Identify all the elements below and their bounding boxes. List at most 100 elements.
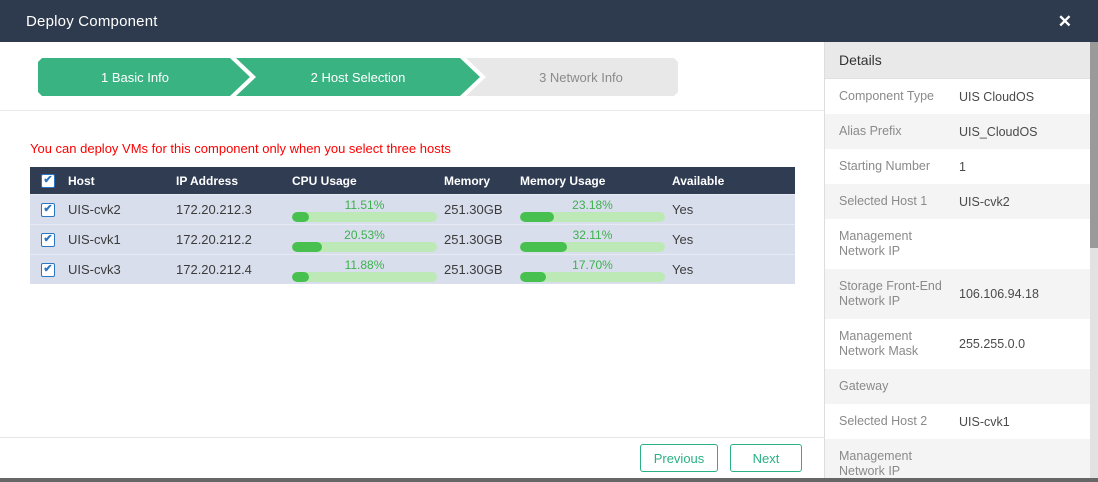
row-checkbox[interactable]: ✔ — [41, 202, 55, 217]
horizontal-scrollbar-track[interactable] — [0, 478, 1098, 482]
details-label: Management Network Mask — [839, 329, 919, 358]
column-header-available: Available — [672, 173, 725, 188]
details-row-gateway: Gateway — [825, 369, 1090, 404]
details-value: UIS CloudOS — [959, 89, 1035, 104]
warning-message: You can deploy VMs for this component on… — [30, 141, 451, 156]
cpu-usage-meter: 20.53% — [292, 228, 437, 252]
column-header-memory: Memory — [444, 173, 491, 188]
column-header-memory-usage: Memory Usage — [520, 173, 606, 188]
available-flag: Yes — [672, 202, 694, 217]
memory-usage-percent: 23.18% — [572, 197, 613, 212]
memory-usage-cell: 32.11% — [520, 228, 672, 252]
wizard-step-label: 2 Host Selection — [310, 69, 406, 85]
memory-total: 251.30GB — [444, 262, 503, 277]
details-value: 1 — [959, 159, 966, 174]
horizontal-scrollbar-thumb[interactable] — [0, 478, 1098, 482]
memory-usage-percent: 32.11% — [572, 227, 613, 242]
details-label: Selected Host 1 — [839, 194, 928, 208]
memory-usage-bar — [520, 211, 665, 222]
available-flag: Yes — [672, 232, 694, 247]
vertical-scrollbar-thumb[interactable] — [1090, 42, 1098, 248]
cpu-usage-bar — [292, 271, 437, 282]
ip-address: 172.20.212.2 — [176, 232, 252, 247]
table-row[interactable]: ✔ UIS-cvk2 172.20.212.3 11.51% 251.30GB … — [30, 194, 795, 224]
dialog-titlebar: Deploy Component ✕ — [0, 0, 1098, 42]
available-flag: Yes — [672, 262, 694, 277]
host-table: ✔ Host IP Address CPU Usage Memory Memor… — [30, 167, 795, 284]
memory-usage-bar-fill — [520, 211, 554, 222]
details-row-storage-front-end-network-ip: Storage Front-End Network IP 106.106.94.… — [825, 269, 1090, 319]
cpu-usage-cell: 20.53% — [292, 228, 444, 252]
wizard-step-network-info[interactable]: 3 Network Info — [466, 58, 678, 96]
details-row-selected-host-2: Selected Host 2 UIS-cvk1 — [825, 404, 1090, 439]
memory-usage-cell: 17.70% — [520, 258, 672, 282]
table-row[interactable]: ✔ UIS-cvk3 172.20.212.4 11.88% 251.30GB … — [30, 254, 795, 284]
previous-button[interactable]: Previous — [640, 444, 718, 472]
table-header-row: ✔ Host IP Address CPU Usage Memory Memor… — [30, 167, 795, 194]
checkbox-cell: ✔ — [30, 202, 66, 217]
details-value: 106.106.94.18 — [959, 287, 1039, 301]
details-value: UIS_CloudOS — [959, 124, 1038, 139]
wizard-steps: 1 Basic Info 2 Host Selection 3 Network … — [38, 58, 678, 96]
checkbox-cell: ✔ — [30, 262, 66, 277]
wizard-step-label: 3 Network Info — [539, 69, 623, 85]
details-value: 255.255.0.0 — [959, 337, 1026, 351]
select-all-checkbox[interactable]: ✔ — [41, 173, 55, 188]
cpu-usage-bar-fill — [292, 211, 309, 222]
column-header-ip: IP Address — [176, 173, 239, 188]
memory-usage-percent: 17.70% — [572, 257, 613, 272]
checkbox-cell: ✔ — [30, 232, 66, 247]
cpu-usage-bar — [292, 211, 437, 222]
ip-address: 172.20.212.3 — [176, 202, 252, 217]
details-value: UIS-cvk2 — [959, 194, 1010, 209]
divider — [0, 437, 824, 438]
host-name: UIS-cvk2 — [68, 202, 121, 217]
memory-usage-meter: 23.18% — [520, 198, 665, 222]
details-row-alias-prefix: Alias Prefix UIS_CloudOS — [825, 114, 1090, 149]
details-label: Management Network IP — [839, 449, 912, 478]
host-name: UIS-cvk1 — [68, 232, 121, 247]
cpu-usage-bar-fill — [292, 241, 322, 252]
header-checkbox-cell: ✔ — [30, 173, 66, 188]
ip-address: 172.20.212.4 — [176, 262, 252, 277]
wizard-step-basic-info[interactable]: 1 Basic Info — [38, 58, 250, 96]
divider — [0, 110, 824, 111]
details-row-selected-host-1: Selected Host 1 UIS-cvk2 — [825, 184, 1090, 219]
details-row-management-network-ip-2: Management Network IP — [825, 439, 1090, 478]
details-label: Starting Number — [839, 159, 931, 173]
memory-usage-bar — [520, 271, 665, 282]
details-label: Component Type — [839, 89, 934, 103]
column-header-cpu: CPU Usage — [292, 173, 357, 188]
row-checkbox[interactable]: ✔ — [41, 232, 55, 247]
cpu-usage-percent: 11.51% — [344, 197, 385, 212]
memory-usage-bar-fill — [520, 271, 546, 282]
close-icon[interactable]: ✕ — [1057, 11, 1072, 31]
memory-usage-bar — [520, 241, 665, 252]
details-row-management-network-ip-1: Management Network IP — [825, 219, 1090, 269]
wizard-step-host-selection[interactable]: 2 Host Selection — [236, 58, 480, 96]
vertical-scrollbar-track[interactable] — [1090, 42, 1098, 478]
memory-total: 251.30GB — [444, 202, 503, 217]
cpu-usage-bar-fill — [292, 271, 310, 282]
details-row-component-type: Component Type UIS CloudOS — [825, 79, 1090, 114]
details-label: Selected Host 2 — [839, 414, 928, 428]
details-row-starting-number: Starting Number 1 — [825, 149, 1090, 184]
details-panel: Details Component Type UIS CloudOS Alias… — [824, 42, 1090, 478]
memory-usage-meter: 17.70% — [520, 258, 665, 282]
cpu-usage-percent: 20.53% — [344, 227, 385, 242]
table-row[interactable]: ✔ UIS-cvk1 172.20.212.2 20.53% 251.30GB … — [30, 224, 795, 254]
cpu-usage-cell: 11.88% — [292, 258, 444, 282]
next-button[interactable]: Next — [730, 444, 802, 472]
cpu-usage-cell: 11.51% — [292, 198, 444, 222]
dialog-title: Deploy Component — [26, 12, 158, 30]
cpu-usage-percent: 11.88% — [344, 257, 385, 272]
details-label: Alias Prefix — [839, 124, 902, 138]
cpu-usage-meter: 11.51% — [292, 198, 437, 222]
column-header-host: Host — [68, 173, 95, 188]
details-label: Management Network IP — [839, 229, 912, 258]
details-label: Gateway — [839, 379, 889, 393]
memory-total: 251.30GB — [444, 232, 503, 247]
row-checkbox[interactable]: ✔ — [41, 262, 55, 277]
details-row-management-network-mask: Management Network Mask 255.255.0.0 — [825, 319, 1090, 369]
